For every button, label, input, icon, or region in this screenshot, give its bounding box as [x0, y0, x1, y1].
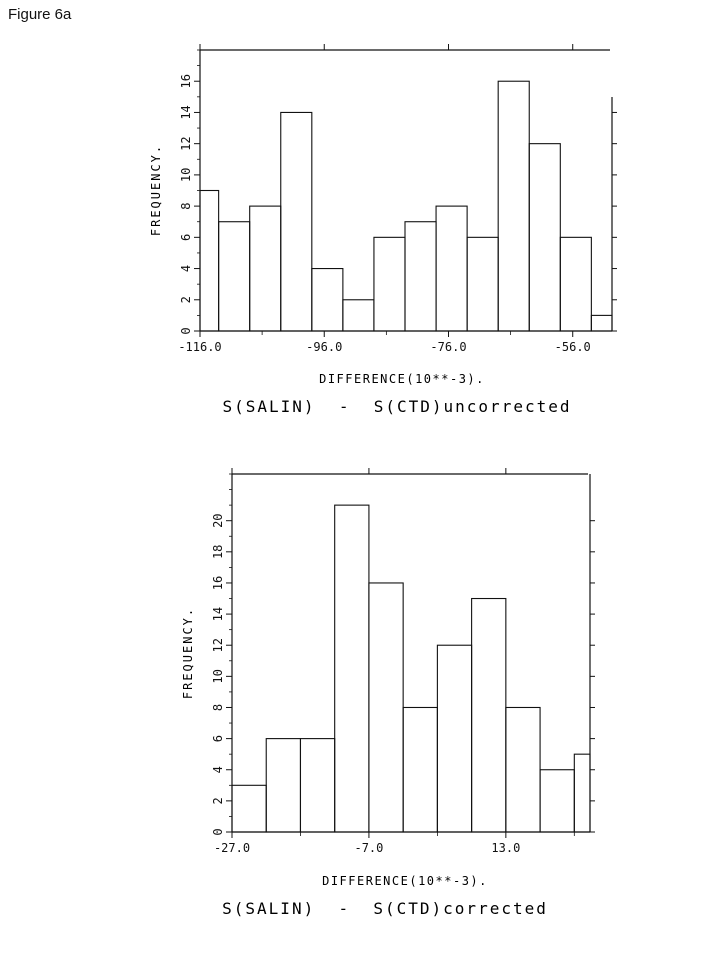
- y-tick-label: 14: [179, 105, 193, 119]
- x-tick-label: -56.0: [555, 340, 591, 354]
- histogram-bar: [528, 143, 561, 332]
- y-tick-label: 0: [211, 828, 225, 835]
- histogram-bar: [539, 769, 575, 833]
- histogram-bar: [402, 706, 438, 833]
- x-tick-label: -96.0: [306, 340, 342, 354]
- x-axis: -27.0 -7.0 13.0: [214, 468, 575, 855]
- y-tick-label: 6: [179, 234, 193, 241]
- y-tick-label: 14: [211, 607, 225, 621]
- y-tick-label: 16: [211, 576, 225, 590]
- y-tick-label: 12: [211, 638, 225, 652]
- x-tick-label: -116.0: [178, 340, 221, 354]
- histogram-bar: [280, 111, 313, 332]
- x-axis-label: DIFFERENCE(10**-3).: [322, 874, 488, 888]
- x-tick-label: 13.0: [491, 841, 520, 855]
- histogram-bar: [573, 753, 591, 833]
- histogram-bar: [299, 738, 336, 833]
- y-tick-label: 10: [211, 669, 225, 683]
- y-tick-label: 12: [179, 136, 193, 150]
- histogram-bar: [368, 582, 404, 833]
- histogram-bar: [466, 236, 499, 332]
- histogram-corrected: 0 2 4 6 8 10 12 14 16 18 20 -27.0 -7.0 13.0 FREQUENC…: [181, 468, 595, 918]
- y-tick-label: 2: [211, 797, 225, 804]
- x-axis-label: DIFFERENCE(10**-3).: [319, 372, 485, 386]
- histogram-bar: [218, 221, 251, 332]
- histogram-bar: [342, 299, 375, 332]
- x-tick-label: -27.0: [214, 841, 250, 855]
- y-tick-label: 18: [211, 545, 225, 559]
- chart-caption: S(SALIN) - S(CTD)corrected: [222, 899, 548, 918]
- y-axis: 0 2 4 6 8 10 12 14 16: [179, 49, 617, 335]
- histogram-bar: [334, 504, 370, 833]
- bars-group: [231, 504, 591, 833]
- histogram-bar: [199, 189, 220, 332]
- y-tick-label: 16: [179, 74, 193, 88]
- y-tick-label: 0: [179, 327, 193, 334]
- y-tick-label: 4: [179, 265, 193, 272]
- histogram-bar: [471, 597, 507, 833]
- histogram-bar: [436, 644, 473, 833]
- y-axis: 0 2 4 6 8 10 12 14 16 18 20: [211, 473, 595, 836]
- bars-group: [199, 80, 613, 332]
- y-tick-label: 8: [179, 202, 193, 209]
- x-axis: -116.0 -96.0 -76.0 -56.0: [178, 44, 591, 354]
- histogram-bar: [590, 314, 613, 332]
- y-tick-label: 2: [179, 296, 193, 303]
- histogram-bar: [231, 784, 267, 833]
- histogram-bar: [559, 236, 592, 332]
- histogram-uncorrected: 0 2 4 6 8 10 12 14 16 -116.0 -96.0 -76.0 -56.0 FREQ…: [149, 44, 617, 416]
- histogram-bar: [435, 205, 468, 332]
- y-tick-label: 8: [211, 704, 225, 711]
- histogram-bar: [497, 80, 530, 332]
- histogram-bar: [249, 205, 282, 332]
- histogram-bar: [311, 268, 344, 332]
- x-tick-label: -7.0: [354, 841, 383, 855]
- chart-caption: S(SALIN) - S(CTD)uncorrected: [223, 397, 572, 416]
- y-axis-label: FREQUENCY.: [181, 607, 195, 699]
- y-tick-label: 4: [211, 766, 225, 773]
- y-tick-label: 6: [211, 735, 225, 742]
- histogram-bar: [373, 236, 406, 332]
- histogram-bar: [505, 706, 541, 833]
- y-axis-label: FREQUENCY.: [149, 144, 163, 236]
- x-tick-label: -76.0: [430, 340, 466, 354]
- histogram-bar: [404, 221, 437, 332]
- figure-label: Figure 6a: [8, 6, 72, 23]
- y-tick-label: 10: [179, 168, 193, 182]
- y-tick-label: 20: [211, 513, 225, 527]
- histogram-bar: [265, 738, 302, 833]
